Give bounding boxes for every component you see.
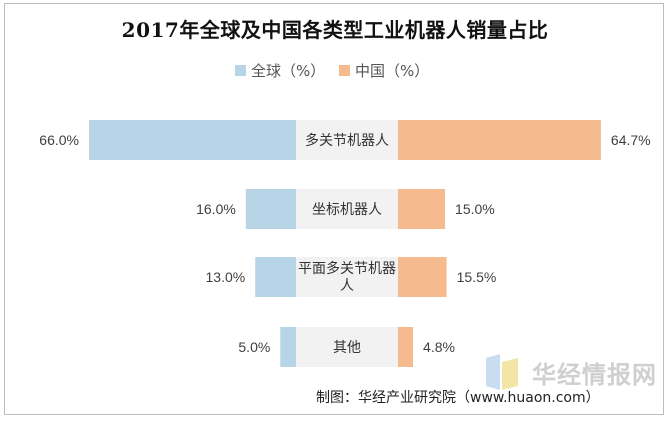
- bar-china: [398, 327, 414, 367]
- chart-title: 2017年全球及中国各类型工业机器人销量占比: [121, 18, 549, 42]
- bar-china: [398, 189, 446, 229]
- data-label-global: 13.0%: [206, 269, 246, 285]
- watermark: 华经情报网: [482, 352, 657, 392]
- data-label-china: 15.0%: [455, 201, 495, 217]
- bar-china: [398, 257, 447, 297]
- bar-global: [255, 257, 296, 297]
- legend-swatch-china: [339, 65, 350, 76]
- legend-item-china: 中国（%）: [339, 60, 429, 81]
- category-label-bg: [296, 189, 398, 229]
- bar-global: [280, 327, 296, 367]
- huajing-logo-icon: [486, 354, 518, 390]
- category-label-bg: [296, 327, 398, 367]
- watermark-text: 华经情报网: [532, 360, 657, 389]
- legend-label-china: 中国（%）: [355, 62, 430, 80]
- data-label-china: 15.5%: [457, 269, 497, 285]
- legend-item-global: 全球（%）: [235, 60, 325, 81]
- bar-global: [245, 189, 296, 229]
- legend-swatch-global: [235, 65, 246, 76]
- category-label-line2: 人: [340, 278, 354, 294]
- category-label: 坐标机器人: [312, 202, 382, 218]
- bar-china: [398, 120, 601, 160]
- category-label-bg: [296, 120, 398, 160]
- category-label: 平面多关节机器: [298, 260, 396, 277]
- data-label-china: 4.8%: [423, 339, 455, 355]
- bar-global: [89, 120, 296, 160]
- data-label-china: 64.7%: [611, 132, 651, 148]
- category-label: 其他: [333, 340, 361, 356]
- data-label-global: 66.0%: [39, 132, 79, 148]
- data-label-global: 16.0%: [196, 201, 236, 217]
- legend-label-global: 全球（%）: [251, 62, 326, 80]
- chart-legend: 全球（%） 中国（%）: [0, 60, 670, 82]
- category-label-bg: [296, 257, 398, 297]
- category-label: 多关节机器人: [305, 132, 389, 149]
- data-label-global: 5.0%: [238, 339, 270, 355]
- source-credit: 制图：华经产业研究院（www.huaon.com）: [316, 390, 600, 406]
